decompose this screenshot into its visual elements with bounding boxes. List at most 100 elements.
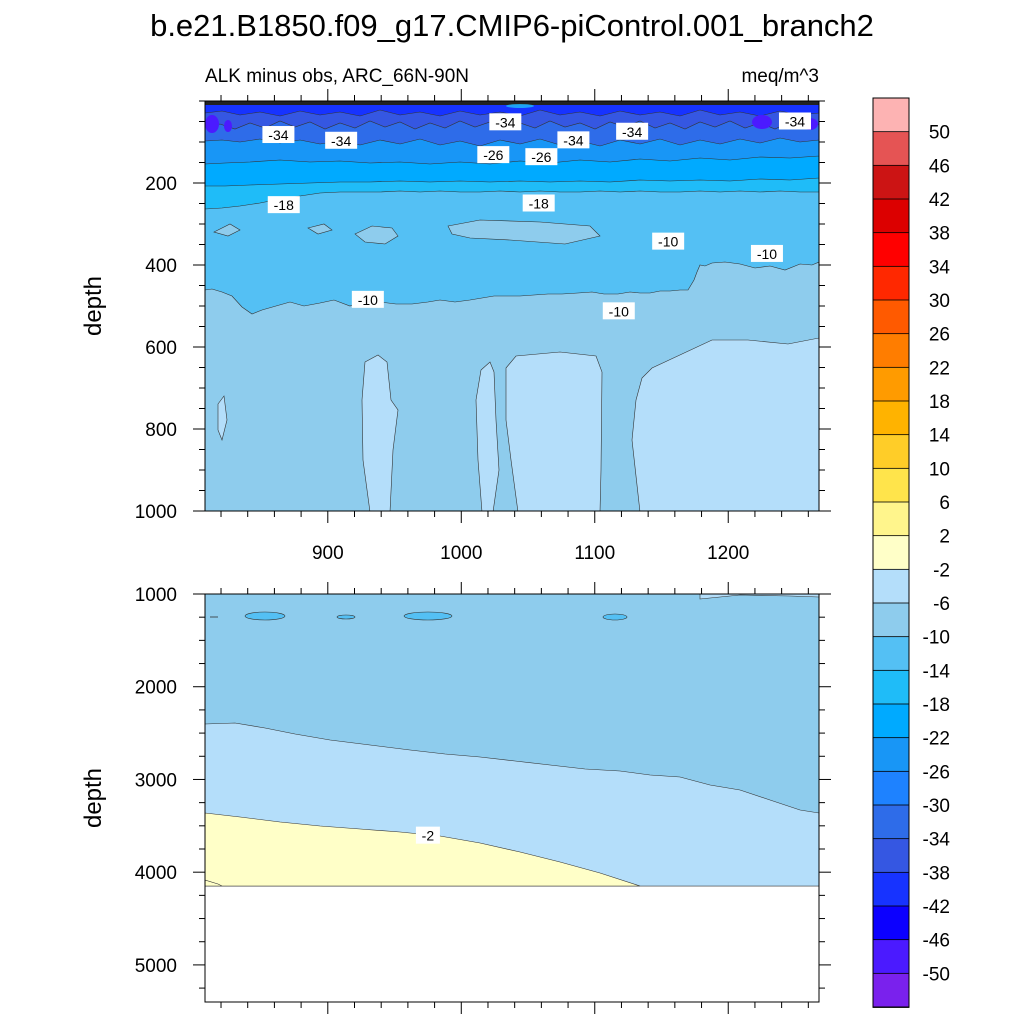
contour-label: -10 [652,232,685,250]
upper-panel: ALK minus obs, ARC_66N-90N meq/m^3 [80,66,831,564]
y-tick-label: 2000 [135,678,177,699]
colorbar-swatch [872,871,910,907]
contour-label-text: -34 [563,132,583,148]
y-tick-label: 5000 [135,956,177,977]
colorbar-swatch [872,265,910,301]
colorbar-swatch [872,366,910,402]
y-tick-label: 1000 [135,502,177,523]
fill-cell-minus6 [505,351,603,511]
colorbar-swatch [872,97,910,133]
colorbar-swatch [872,467,910,503]
colorbar-level-label: -42 [923,897,950,918]
contour-label-box [351,290,384,308]
contour-label: -10 [750,244,783,262]
plot-frame [204,593,820,1003]
colorbar-swatch [872,131,910,167]
colorbar-level-label: 50 [929,123,950,144]
colorbar-level-label: -22 [923,729,950,750]
colorbar-swatch [872,669,910,705]
contour-label-text: -34 [268,127,288,143]
colorbar-level-label: -50 [923,964,950,985]
colorbar-swatch [872,770,910,806]
contour-label-box [489,113,522,131]
y-tick-label: 600 [145,338,177,359]
fill-cell-minus10 [354,225,399,245]
contour-label: -10 [351,290,384,308]
colorbar-level-label: 6 [939,493,950,514]
lower-panel: -2 1000 2000 3000 4000 5000 depth [80,582,831,1014]
upper-axes: 200 400 600 800 1000 900 1000 1100 1200 [135,89,831,564]
fill-cell-minus10 [213,223,241,237]
deep-edge-contour [205,879,223,887]
contour-label: -34 [325,131,358,149]
fill-cell-minus6 [217,395,228,441]
colorbar-level-label: -14 [923,661,951,682]
contour-label-box [557,131,590,149]
fill-cell-minus14 [244,611,286,621]
contour-label-text: -34 [785,114,805,130]
colorbar-level-label: 30 [929,291,950,312]
surface-dark-band [205,101,819,105]
colorbar-swatch [872,804,910,840]
colorbar: 50 46 42 38 34 30 26 22 18 14 10 6 2 -2 -6 -10 -14 -18 -22… [872,97,951,1008]
fill-cell-minus6 [631,337,819,511]
contour-label: -18 [267,196,300,214]
colorbar-swatch [872,501,910,537]
figure-title: b.e21.B1850.f09_g17.CMIP6-piControl.001_… [150,8,874,43]
upper-contour-fill [205,101,819,511]
contour-label-box [522,194,555,212]
colorbar-level-label: -34 [923,830,951,851]
lower-contour-fill [205,594,819,1002]
fill-cell-surface [506,104,534,108]
fill-cell-minus14 [336,614,356,620]
colorbar-swatch [872,400,910,436]
colorbar-swatch [872,939,910,975]
fill-cell-minus14 [403,611,453,621]
contour-label: -26 [477,146,510,164]
contour-label-box [267,196,300,214]
colorbar-swatch [872,636,910,672]
x-tick-label: 900 [312,543,344,564]
colorbar-swatch [872,838,910,874]
panel-subtitle-left: ALK minus obs, ARC_66N-90N [205,66,469,87]
contour-label: -34 [616,122,649,140]
colorbar-level-label: 46 [929,156,950,177]
colorbar-level-label: 42 [929,190,950,211]
colorbar-level-label: -38 [923,863,950,884]
colorbar-swatch [872,972,910,1008]
contour-label-text: -2 [422,828,435,844]
contour-label-text: -26 [531,149,551,165]
colorbar-level-label: 38 [929,224,950,245]
contour-label-box [750,244,783,262]
contour-label-text: -10 [757,246,777,262]
upper-contour-labels: -34 -34 -34 -34 -34 -34 -26 -26 -18 -18 -10 -10 -10 -… [262,112,811,320]
contour-label-box [325,131,358,149]
contour-label-box [525,148,558,166]
contour-label-text: -34 [331,133,351,149]
colorbar-swatch [872,568,910,604]
contour-label: -34 [778,112,811,130]
contour-label-text: -10 [658,234,678,250]
colorbar-swatch [872,164,910,200]
panel-subtitle-right: meq/m^3 [741,66,819,87]
fill-cell-minus46 [752,115,772,129]
lower-contour-labels: -2 [415,826,440,844]
fill-cell-minus46 [224,120,232,132]
fill-cell-minus10 [447,219,601,245]
contour-label: -34 [262,126,295,144]
colorbar-swatch [872,232,910,268]
contour-label: -2 [415,826,440,844]
contour-label-text: -34 [622,124,642,140]
x-tick-label: 1000 [440,543,482,564]
contour-label-text: -18 [274,197,294,213]
colorbar-level-label: 22 [929,358,950,379]
contour-label: -10 [602,302,635,320]
fill-cell-minus6 [361,354,399,511]
contour-label-text: -18 [529,196,549,212]
fill-cell-minus10 [307,223,333,235]
colorbar-swatch [872,434,910,470]
fill-band-minus6-edge [699,594,819,600]
contour-label-box [616,122,649,140]
upper-y-axis-label: depth [80,276,107,336]
y-tick-label: 4000 [135,863,177,884]
